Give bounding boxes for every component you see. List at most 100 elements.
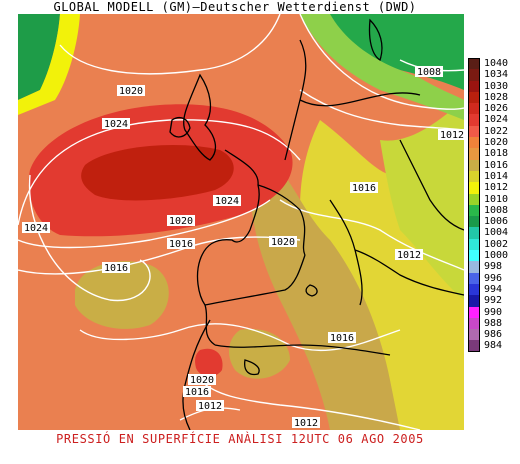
- legend-row: 988: [468, 317, 520, 330]
- isobar-label: 1024: [213, 195, 241, 207]
- legend-swatch: [468, 227, 480, 239]
- isobar-label-text: 1024: [215, 196, 239, 207]
- legend-swatch: [468, 216, 480, 228]
- legend-swatch: [468, 193, 480, 205]
- legend-swatch: [468, 58, 480, 70]
- field-green-nw-edge: [18, 14, 80, 115]
- legend-row: 1004: [468, 227, 520, 239]
- isobar-label-text: 1012: [198, 401, 222, 412]
- legend-row: 998: [468, 261, 520, 273]
- isobar-label: 1020: [117, 85, 145, 97]
- legend-row: 986: [468, 329, 520, 341]
- legend-swatch: [468, 329, 480, 341]
- legend-value: 1002: [484, 238, 509, 250]
- legend-swatch: [468, 114, 480, 126]
- legend-row: 1022: [468, 125, 520, 138]
- legend-row: 1006: [468, 216, 520, 228]
- isobar-label-text: 1020: [169, 216, 193, 227]
- chart-title: GLOBAL MODELL (GM)—Deutscher Wetterdiens…: [53, 0, 417, 14]
- legend-value: 1014: [484, 170, 509, 182]
- isobar-label: 1012: [395, 249, 423, 261]
- legend-swatch: [468, 317, 480, 330]
- legend-row: 992: [468, 295, 520, 307]
- legend-value: 1020: [484, 137, 509, 149]
- field-red-south: [195, 348, 223, 377]
- isobar-label-text: 1012: [397, 250, 421, 261]
- legend-row: 994: [468, 283, 520, 296]
- field-darkred-core: [81, 145, 234, 201]
- isobar-label: 1016: [167, 238, 195, 250]
- field-olive-west: [75, 261, 169, 329]
- isobar-label: 1024: [102, 118, 130, 130]
- legend-row: 1028: [468, 91, 520, 104]
- legend-value: 1016: [484, 159, 509, 171]
- field-east-lime: [380, 100, 464, 300]
- legend-row: 1040: [468, 58, 520, 70]
- pressure-map: 1020 1024 1024 1024 1020 1016 1020 1016 …: [18, 14, 464, 430]
- isobar-label: 1020: [167, 215, 195, 227]
- legend-row: 1008: [468, 204, 520, 217]
- field-green-nw: [18, 14, 60, 100]
- legend-swatch: [468, 204, 480, 217]
- legend-value: 1028: [484, 91, 509, 103]
- isobar-label-text: 1008: [417, 67, 441, 78]
- legend-row: 990: [468, 306, 520, 318]
- legend-value: 984: [484, 340, 503, 352]
- legend-value: 1022: [484, 125, 509, 137]
- coastlines: [169, 18, 464, 430]
- legend-swatch: [468, 137, 480, 149]
- legend-row: 1034: [468, 69, 520, 81]
- legend-value: 1000: [484, 250, 509, 262]
- legend-swatch: [468, 103, 480, 115]
- isobar-label: 1012: [292, 417, 320, 429]
- legend-swatch: [468, 238, 480, 251]
- legend-value: 1024: [484, 114, 509, 126]
- legend-swatch: [468, 340, 480, 352]
- isobar-label-text: 1016: [104, 263, 128, 274]
- legend-value: 1018: [484, 148, 509, 160]
- legend-value: 1034: [484, 69, 509, 81]
- legend-row: 1014: [468, 170, 520, 183]
- legend-value: 996: [484, 272, 503, 284]
- isobar-label-text: 1016: [185, 387, 209, 398]
- isobar-label: 1020: [269, 236, 297, 248]
- isobar-label: 1020: [188, 374, 216, 386]
- legend-swatch: [468, 272, 480, 284]
- isobar-label: 1024: [22, 222, 50, 234]
- legend-value: 990: [484, 306, 503, 318]
- legend-value: 994: [484, 283, 503, 295]
- legend-value: 1026: [484, 103, 509, 115]
- legend-swatch: [468, 295, 480, 307]
- field-olive: [250, 150, 400, 430]
- isobar-label-text: 1016: [169, 239, 193, 250]
- legend-row: 1002: [468, 238, 520, 251]
- legend-value: 1008: [484, 204, 509, 216]
- isobar-label: 1016: [102, 262, 130, 274]
- isobar-label-text: 1024: [104, 119, 128, 130]
- legend-swatch: [468, 69, 480, 81]
- legend-swatch: [468, 182, 480, 194]
- isobar-label-text: 1012: [294, 418, 318, 429]
- isobar-label-text: 1016: [330, 333, 354, 344]
- isobar-label: 1016: [328, 332, 356, 344]
- legend-swatch: [468, 80, 480, 92]
- legend-swatch: [468, 148, 480, 160]
- map-caption: PRESSIÓ EN SUPERFÍCIE ANÀLISI 12UTC 06 A…: [56, 432, 424, 446]
- legend-swatch: [468, 306, 480, 318]
- legend-row: 1012: [468, 182, 520, 194]
- legend-swatch: [468, 261, 480, 273]
- legend-value: 1010: [484, 193, 509, 205]
- legend-row: 996: [468, 272, 520, 284]
- legend-value: 1004: [484, 227, 509, 239]
- legend-swatch: [468, 159, 480, 171]
- isobar-label: 1016: [350, 182, 378, 194]
- isobar-label-text: 1020: [190, 375, 214, 386]
- isobar-label-text: 1012: [440, 130, 464, 141]
- legend-row: 1020: [468, 137, 520, 149]
- legend-value: 988: [484, 317, 503, 329]
- isobar-label: 1012: [438, 129, 464, 141]
- legend-value: 1040: [484, 58, 509, 69]
- legend-swatch: [468, 250, 480, 262]
- isobar-label: 1012: [196, 400, 224, 412]
- pressure-legend: 1040 1034 1030 1028 1026 1024 1022 1020 1018 1016…: [468, 58, 520, 352]
